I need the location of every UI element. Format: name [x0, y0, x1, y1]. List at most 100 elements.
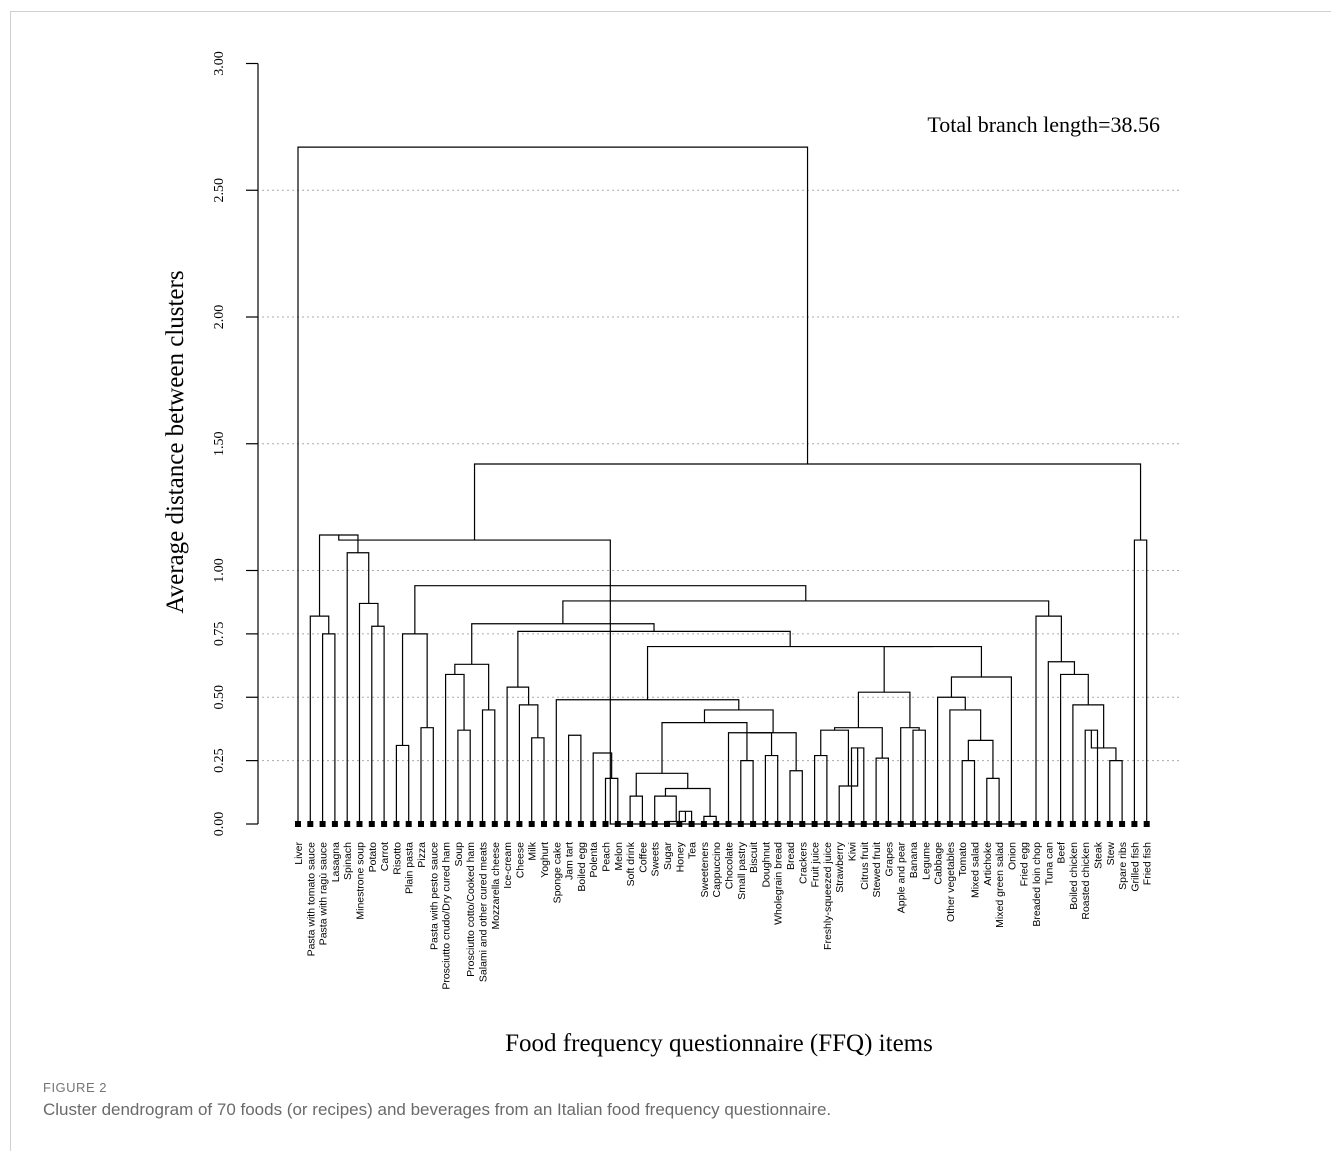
leaf-marker: [430, 821, 437, 827]
leaf-marker: [971, 821, 978, 827]
leaf-marker: [1119, 821, 1126, 827]
leaf-label: Fried fish: [1142, 842, 1154, 885]
leaf-marker: [922, 821, 929, 827]
dendrogram-branch: [750, 732, 797, 771]
dendrogram-branch: [562, 600, 1050, 624]
leaf-label: Cheese: [514, 842, 526, 878]
y-tick-label: 2.50: [212, 178, 227, 203]
dendrogram-branch: [900, 727, 920, 824]
y-tick-label: 1.00: [212, 558, 227, 583]
leaf-marker: [787, 821, 793, 827]
leaf-label: Banana: [908, 842, 920, 878]
leaf-marker: [934, 821, 941, 827]
leaf-marker: [319, 821, 326, 827]
leaf-marker: [996, 821, 1003, 827]
leaf-label: Melon: [613, 842, 625, 871]
leaf-label: Bread: [785, 842, 797, 870]
dendrogram-branch: [454, 663, 490, 710]
leaf-label: Salami and other cured meats: [478, 842, 490, 982]
leaf-label: Mozzarella cheese: [490, 842, 502, 930]
dendrogram-branch: [371, 625, 385, 824]
dendrogram-branch: [395, 744, 410, 824]
figure-caption: Cluster dendrogram of 70 foods (or recip…: [43, 1100, 832, 1119]
leaf-label: Mixed salad: [970, 842, 982, 898]
leaf-label: Peach: [601, 842, 613, 872]
leaf-marker: [491, 821, 498, 827]
leaf-marker: [910, 821, 916, 827]
leaf-marker: [368, 821, 375, 827]
leaf-marker: [1045, 821, 1052, 827]
leaf-label: Grilled fish: [1129, 842, 1141, 892]
dendrogram-branch: [457, 729, 471, 824]
leaf-label: Spinach: [342, 842, 354, 880]
leaf-marker: [381, 821, 388, 827]
dendrogram-branch: [322, 633, 336, 824]
leaf-marker: [1069, 821, 1076, 827]
dendrogram-branch: [740, 760, 754, 824]
leaf-marker: [467, 821, 474, 827]
leaf-label: Mixed green salad: [994, 842, 1006, 928]
leaf-marker: [799, 821, 806, 827]
leaf-marker: [602, 821, 609, 827]
leaf-label: Biscuit: [748, 842, 760, 873]
leaf-marker: [1008, 821, 1015, 827]
dendrogram-branch: [506, 686, 530, 824]
dendrogram-branch: [471, 623, 655, 665]
leaf-marker: [676, 821, 683, 827]
leaf-label: Legume: [920, 842, 932, 880]
x-axis-label: Food frequency questionnaire (FFQ) items: [505, 1030, 933, 1057]
leaf-label: Cappuccino: [711, 842, 723, 898]
leaf-label: Cabbage: [933, 842, 945, 885]
leaf-label: Risotto: [391, 842, 403, 875]
dendrogram-branch: [473, 463, 1142, 541]
leaf-label: Tea: [687, 842, 699, 859]
y-tick-label: 2.00: [212, 305, 227, 330]
leaf-label: Prosciutto crudo/Dry cured ham: [441, 842, 453, 990]
leaf-label: Polenta: [588, 842, 600, 878]
leaf-label: Pasta with tomato sauce: [305, 842, 317, 957]
leaf-label: Jam tart: [564, 842, 576, 880]
dendrogram-branch: [664, 787, 711, 817]
leaf-marker: [516, 821, 523, 827]
leaf-marker: [1020, 821, 1027, 827]
leaf-label: Breaded loin chop: [1031, 842, 1043, 927]
leaf-label: Lasagna: [330, 842, 342, 882]
leaf-label: Doughnut: [760, 842, 772, 888]
leaf-label: Soup: [453, 842, 465, 867]
leaf-marker: [565, 821, 572, 827]
dendrogram-branch: [961, 760, 976, 824]
dendrogram-branch: [949, 709, 982, 824]
dendrogram-branch: [1109, 760, 1123, 824]
dendrogram-branch: [297, 146, 809, 824]
leaf-label: Chocolate: [724, 842, 736, 889]
dendrogram-branch: [531, 737, 545, 824]
leaf-marker: [873, 821, 880, 827]
dendrogram-branch: [592, 752, 613, 824]
dendrogram-branch: [1047, 661, 1076, 824]
leaf-label: Soft drink: [625, 841, 637, 886]
leaf-label: Apple and pear: [896, 842, 908, 914]
leaf-label: Pasta with ragù sauce: [318, 842, 330, 945]
leaf-marker: [897, 821, 904, 827]
leaf-label: Steak: [1093, 841, 1105, 869]
dendrogram-branch: [814, 754, 828, 824]
leaf-marker: [860, 821, 867, 827]
dendrogram-branch: [820, 729, 850, 786]
total-branch-length-annotation: Total branch length=38.56: [927, 112, 1160, 137]
leaf-label: Onion: [1006, 842, 1018, 870]
leaf-label: Grapes: [883, 842, 895, 876]
y-tick-label: 0.75: [212, 622, 227, 647]
dendrogram-branch: [555, 699, 740, 824]
leaf-marker: [750, 821, 757, 827]
y-tick-label: 0.00: [212, 812, 227, 837]
dendrogram-branch: [646, 645, 933, 700]
leaf-marker: [553, 821, 560, 827]
dendrogram-branch: [346, 552, 370, 824]
leaf-marker: [688, 821, 695, 827]
leaf-label: Sweeteners: [699, 842, 711, 897]
leaf-label: Milk: [527, 841, 539, 860]
leaf-marker: [946, 821, 953, 827]
leaf-label: Plain pasta: [404, 842, 416, 894]
leaf-marker: [614, 821, 621, 827]
leaf-label: Pasta with pesto sauce: [428, 842, 440, 950]
